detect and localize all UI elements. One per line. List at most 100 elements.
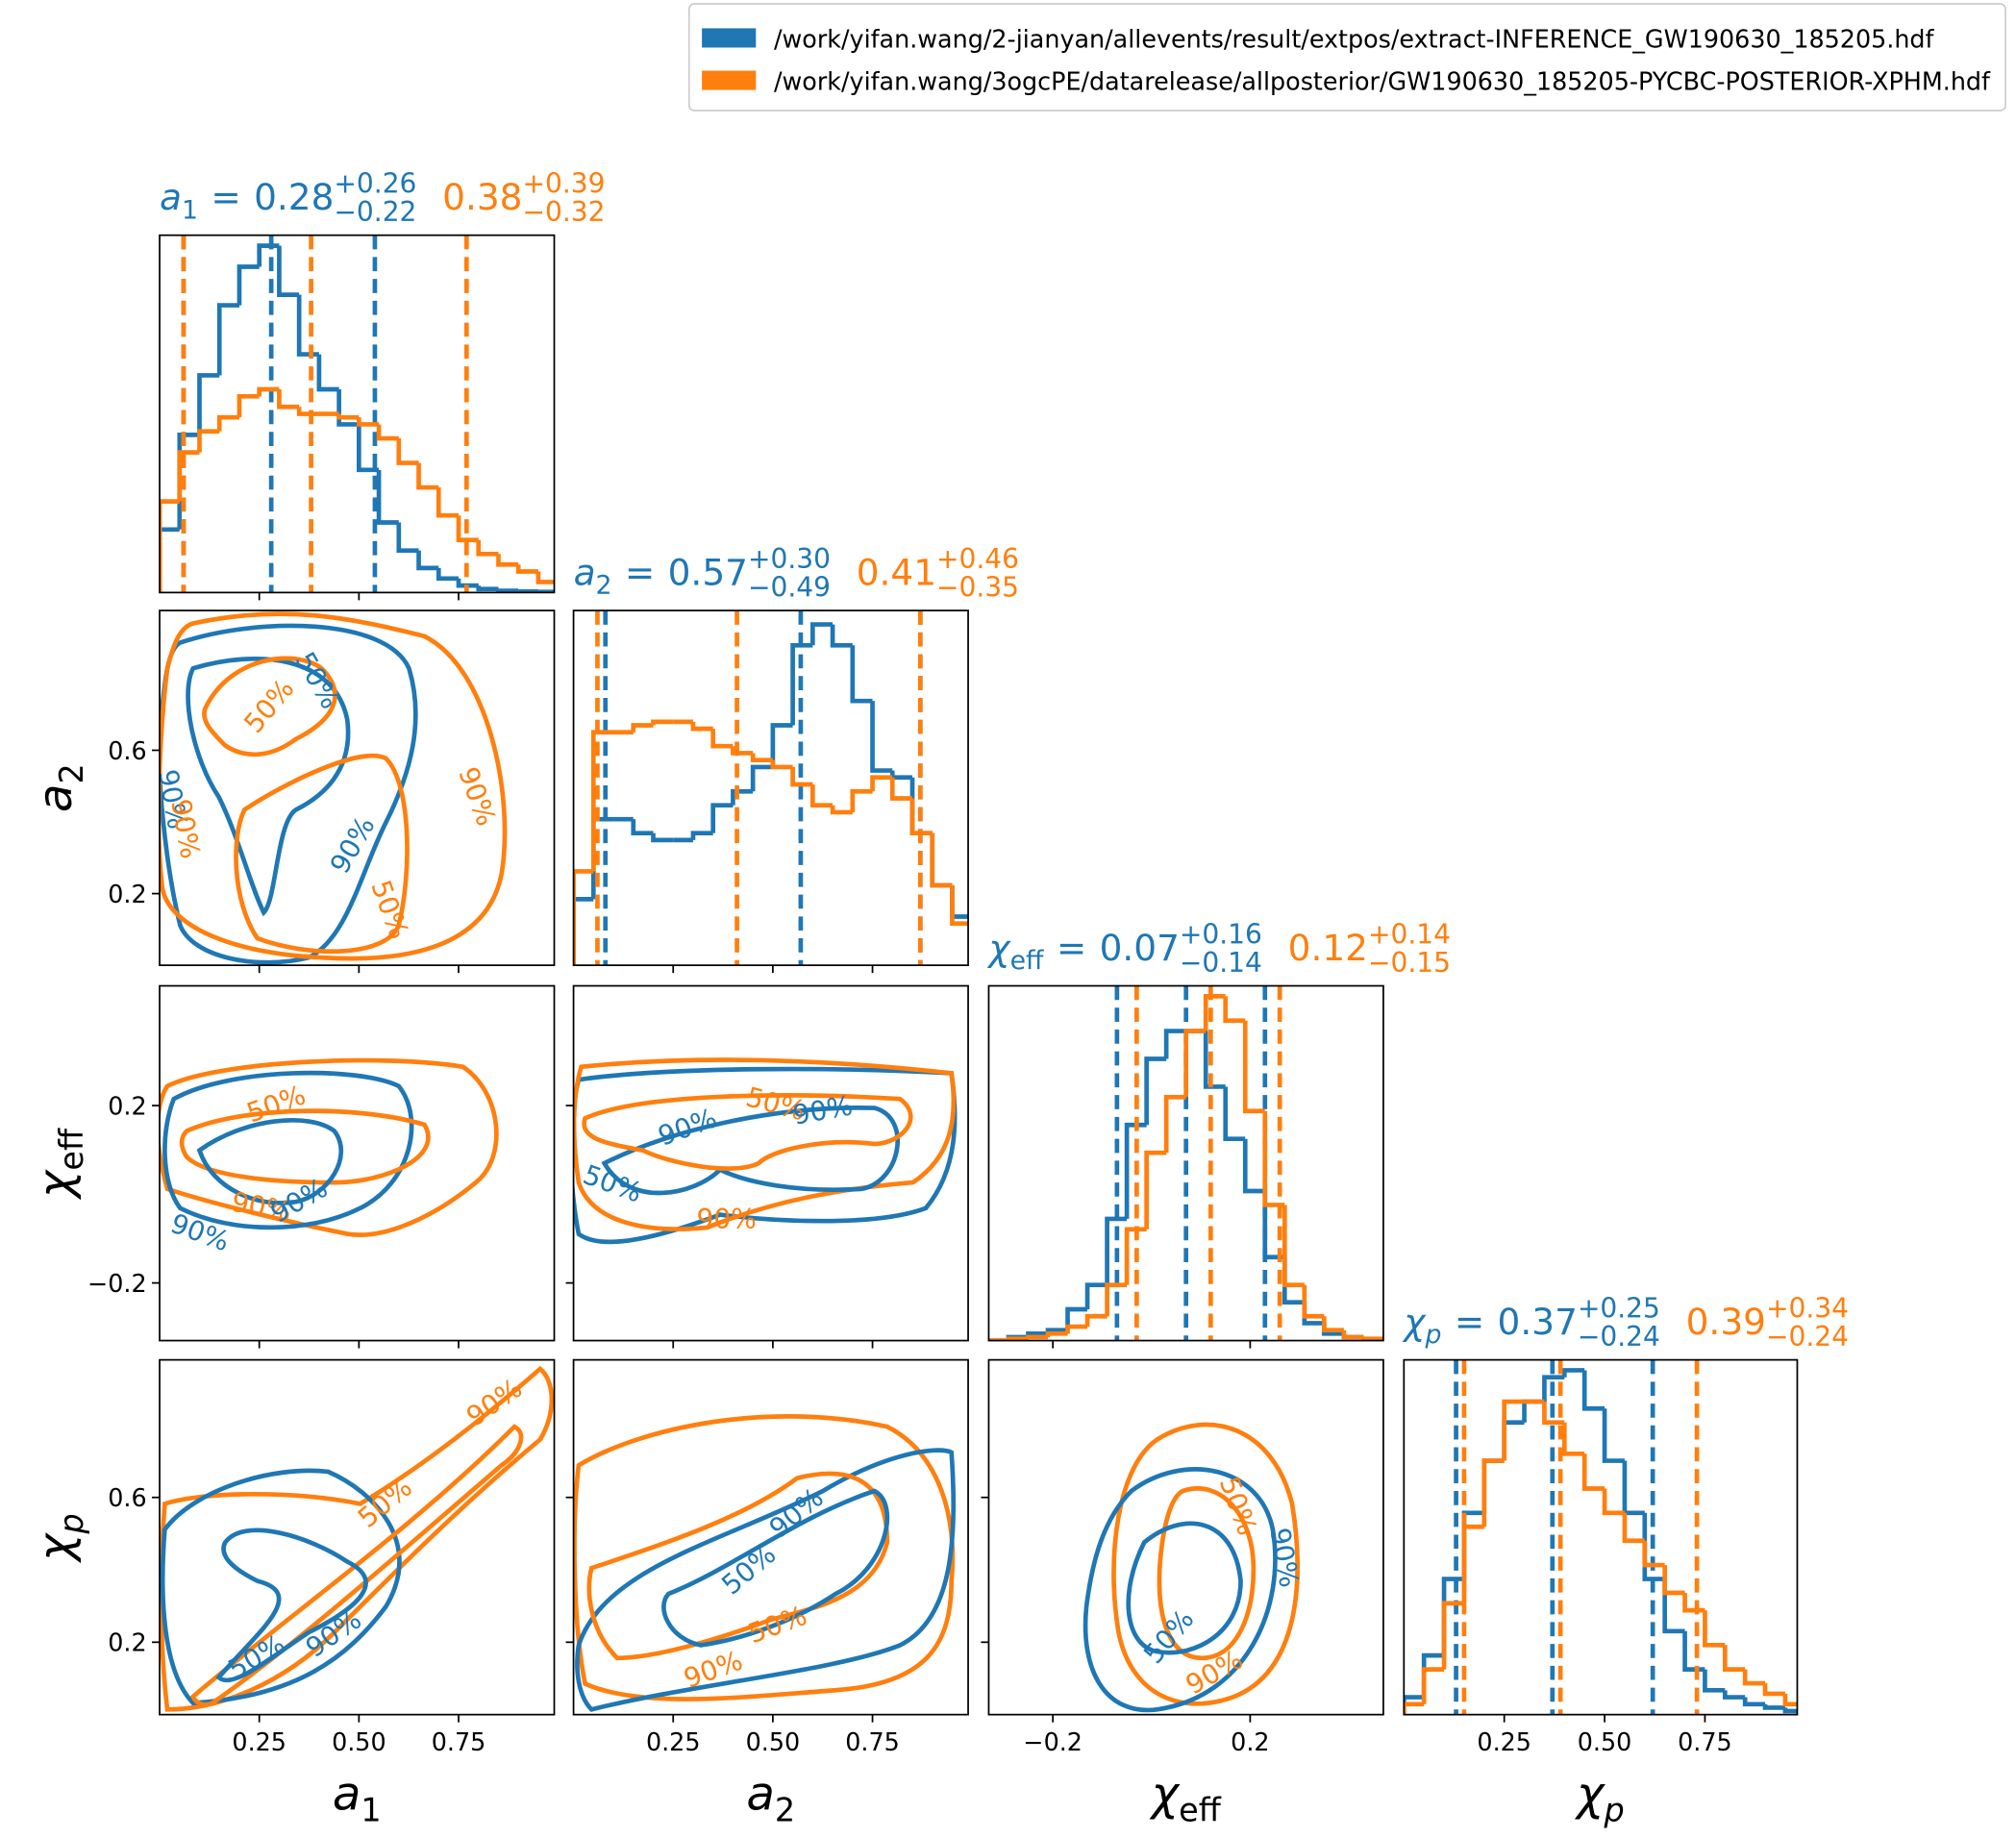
contour xyxy=(179,1108,431,1185)
contour-label: 90% xyxy=(452,763,502,831)
contour xyxy=(215,1528,368,1683)
hist-step xyxy=(1622,1512,1645,1544)
hist-step xyxy=(197,373,220,435)
axis-symbol: a xyxy=(29,784,83,813)
x-tick-label: 0.75 xyxy=(845,1727,900,1756)
panel-title: χ eff = 0.07 +0.16−0.14 0.12 +0.14−0.15 xyxy=(986,918,1451,978)
contour xyxy=(573,1414,956,1701)
hist-step xyxy=(456,578,479,588)
hist-step xyxy=(1302,1284,1325,1319)
hist-step xyxy=(1045,1330,1068,1337)
hist-step xyxy=(1302,1302,1325,1326)
y-axis-label: a2 xyxy=(29,763,90,812)
hist-step xyxy=(651,719,674,726)
axis-subscript: p xyxy=(1604,1792,1625,1829)
hist-step xyxy=(1282,1205,1305,1288)
title-symbol: χ xyxy=(1402,1301,1427,1343)
hist-step xyxy=(731,788,754,806)
contour xyxy=(1126,1521,1243,1655)
hist-step xyxy=(1105,1216,1128,1285)
title-median: 0.12 xyxy=(1288,927,1368,969)
contour xyxy=(601,1105,900,1196)
hist-step xyxy=(1561,1422,1585,1456)
hist-step xyxy=(1322,1316,1344,1333)
y-tick-label: 0.6 xyxy=(108,1483,146,1512)
hist-step xyxy=(590,730,614,872)
contour-label: 90% xyxy=(696,1204,756,1235)
title-symbol: χ xyxy=(986,927,1011,969)
hist-step xyxy=(830,624,853,648)
hist-step xyxy=(515,588,538,593)
hist-step xyxy=(1421,1667,1445,1704)
title-minus: −0.14 xyxy=(1180,947,1262,979)
hist-step xyxy=(631,723,654,733)
contours-a2-chieff xyxy=(573,1057,958,1245)
legend-label: /work/yifan.wang/2-jianyan/allevents/res… xyxy=(774,24,1935,53)
contour-label: 50% xyxy=(744,1600,811,1650)
hist-step xyxy=(1163,1094,1186,1154)
title-minus: −0.32 xyxy=(522,196,605,228)
contour xyxy=(160,1468,402,1706)
hist-step xyxy=(1262,1190,1285,1260)
contour-label: 90% xyxy=(164,797,206,861)
title-median: 0.38 xyxy=(442,176,522,218)
hist-step xyxy=(436,567,460,582)
contour-label: 90% xyxy=(1263,1526,1305,1590)
contour-label: 90% xyxy=(324,811,382,880)
histograms xyxy=(988,985,1383,1341)
hist-step xyxy=(1742,1697,1766,1707)
panel-frame xyxy=(159,1358,556,1716)
title-median: 0.28 xyxy=(254,176,334,218)
hist-step xyxy=(1084,1313,1108,1328)
hist-step xyxy=(396,438,419,465)
contour-label: 50% xyxy=(237,673,300,739)
title-median: 0.57 xyxy=(668,551,748,593)
hist-step xyxy=(1183,1029,1207,1098)
hist-step xyxy=(731,746,754,756)
axis-symbol: a xyxy=(333,1768,361,1822)
panel-frame xyxy=(987,1358,1384,1716)
hist-step xyxy=(1502,1420,1525,1461)
hist-step xyxy=(1404,1701,1425,1715)
axis-symbol: χ xyxy=(1149,1768,1181,1822)
title-subscript: p xyxy=(1424,1320,1441,1350)
contour xyxy=(160,1057,499,1237)
legend-swatch xyxy=(702,28,757,48)
x-tick-label: 0.25 xyxy=(1477,1727,1531,1756)
title-minus: −0.49 xyxy=(748,571,831,603)
title-minus: −0.35 xyxy=(936,571,1019,603)
x-tick-label: 0.75 xyxy=(1678,1727,1732,1756)
contours-a1-chieff xyxy=(160,1057,499,1237)
axis-subscript: 1 xyxy=(361,1792,381,1829)
contour-label: 50% xyxy=(1137,1603,1200,1670)
hist-step xyxy=(1144,1150,1167,1229)
hist-step xyxy=(690,831,713,840)
x-tick-label: 0.2 xyxy=(1231,1727,1269,1756)
hist-step xyxy=(1742,1669,1766,1686)
panel-frame xyxy=(572,984,969,1342)
x-tick-label: 0.25 xyxy=(646,1727,701,1756)
contours-a1-a2 xyxy=(160,611,508,965)
contours-a1-chip xyxy=(160,1365,555,1712)
hist-step xyxy=(1662,1565,1685,1596)
y-axis-label: χp xyxy=(29,1513,90,1564)
contour-label: 50% xyxy=(1213,1473,1263,1540)
hist-step xyxy=(1026,1334,1049,1340)
contour xyxy=(661,1488,890,1648)
contour xyxy=(1111,1422,1300,1706)
contour xyxy=(1083,1467,1278,1713)
hist-step xyxy=(336,413,360,420)
x-axis-label: χ eff xyxy=(1149,1768,1222,1829)
title-symbol: a xyxy=(574,551,596,593)
x-tick-label: 0.75 xyxy=(432,1727,486,1756)
hist-step xyxy=(416,550,439,571)
hist-step xyxy=(1782,1693,1798,1707)
hist-step xyxy=(1065,1324,1088,1334)
axis-subscript: p xyxy=(53,1513,90,1534)
hist-step xyxy=(496,554,519,567)
hist-step xyxy=(376,424,399,441)
